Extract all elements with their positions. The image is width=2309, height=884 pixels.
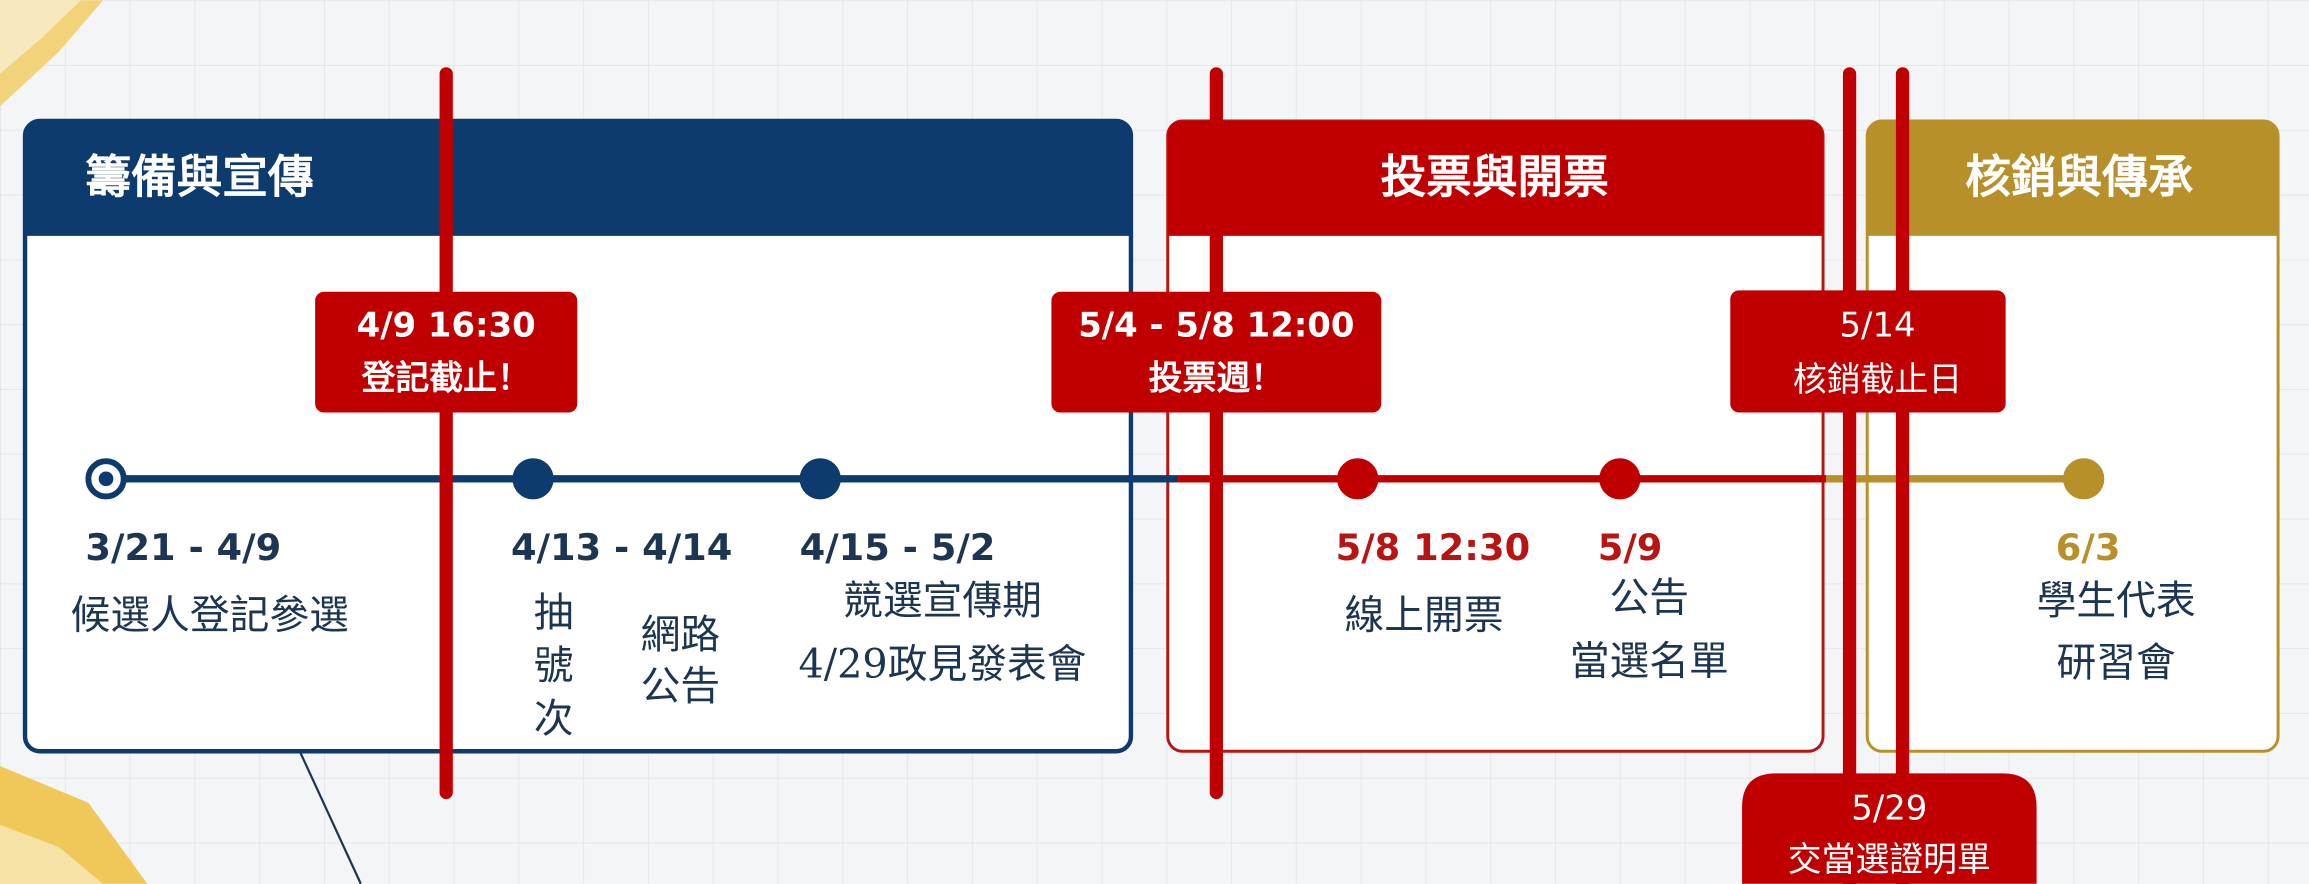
- deadline-text: 交當選證明單: [1788, 840, 1991, 879]
- section-title: 籌備與宣傳: [85, 150, 313, 203]
- event-text: 競選宣傳期: [843, 578, 1042, 624]
- deadline-text: 核銷截止日: [1793, 360, 1962, 399]
- page: 籌備與宣傳 投票與開票 核銷與傳承 3/21 - 4/9 候選人登記參選 4/1…: [0, 0, 2309, 884]
- deadline-text: 投票週！: [1149, 359, 1284, 398]
- deadline-text: 5/29: [1851, 789, 1927, 828]
- deadline-text: 5/14: [1840, 306, 1916, 345]
- event-text: 抽: [534, 590, 574, 636]
- section-title: 核銷與傳承: [1965, 150, 2193, 203]
- deadline-label: 5/29 交當選證明單: [1742, 773, 2037, 883]
- timeline-dot: [512, 458, 553, 499]
- event-date: 5/8 12:30: [1336, 526, 1531, 569]
- deadline-text: 登記截止！: [361, 359, 531, 398]
- event-text: 線上開票: [1344, 593, 1503, 639]
- event-text: 當選名單: [1570, 638, 1729, 684]
- event-date: 5/9: [1598, 526, 1663, 569]
- event-date: 6/3: [2056, 526, 2121, 569]
- section-title: 投票與開票: [1381, 150, 1609, 203]
- event-text: 學生代表: [2037, 578, 2196, 624]
- event-text: 4/29政見發表會: [798, 641, 1086, 687]
- event-date: 4/13 - 4/14: [511, 526, 732, 569]
- event-text: 候選人登記參選: [71, 593, 349, 639]
- event-text: 公告: [641, 663, 721, 709]
- event-date: 4/15 - 5/2: [800, 526, 996, 569]
- event-text: 公告: [1610, 575, 1690, 621]
- timeline-diagram: 籌備與宣傳 投票與開票 核銷與傳承 3/21 - 4/9 候選人登記參選 4/1…: [0, 0, 2309, 884]
- event-text: 研習會: [2056, 640, 2175, 686]
- event-text: 次: [534, 696, 574, 742]
- event-text: 網路: [641, 612, 721, 658]
- deadline-label: 5/14 核銷截止日: [1730, 290, 2005, 412]
- timeline-dot: [1337, 458, 1378, 499]
- event-text: 號: [534, 643, 574, 689]
- deadline-label: 5/4 - 5/8 12:00 投票週！: [1051, 292, 1381, 413]
- timeline-dot: [2063, 458, 2104, 499]
- timeline-dot: [800, 458, 841, 499]
- deadline-text: 4/9 16:30: [357, 306, 536, 345]
- deadline-text: 5/4 - 5/8 12:00: [1078, 306, 1354, 345]
- deadline-label: 4/9 16:30 登記截止！: [315, 292, 577, 413]
- event-date: 3/21 - 4/9: [85, 526, 281, 569]
- timeline-dot: [1599, 458, 1640, 499]
- timeline-dot: [99, 471, 114, 486]
